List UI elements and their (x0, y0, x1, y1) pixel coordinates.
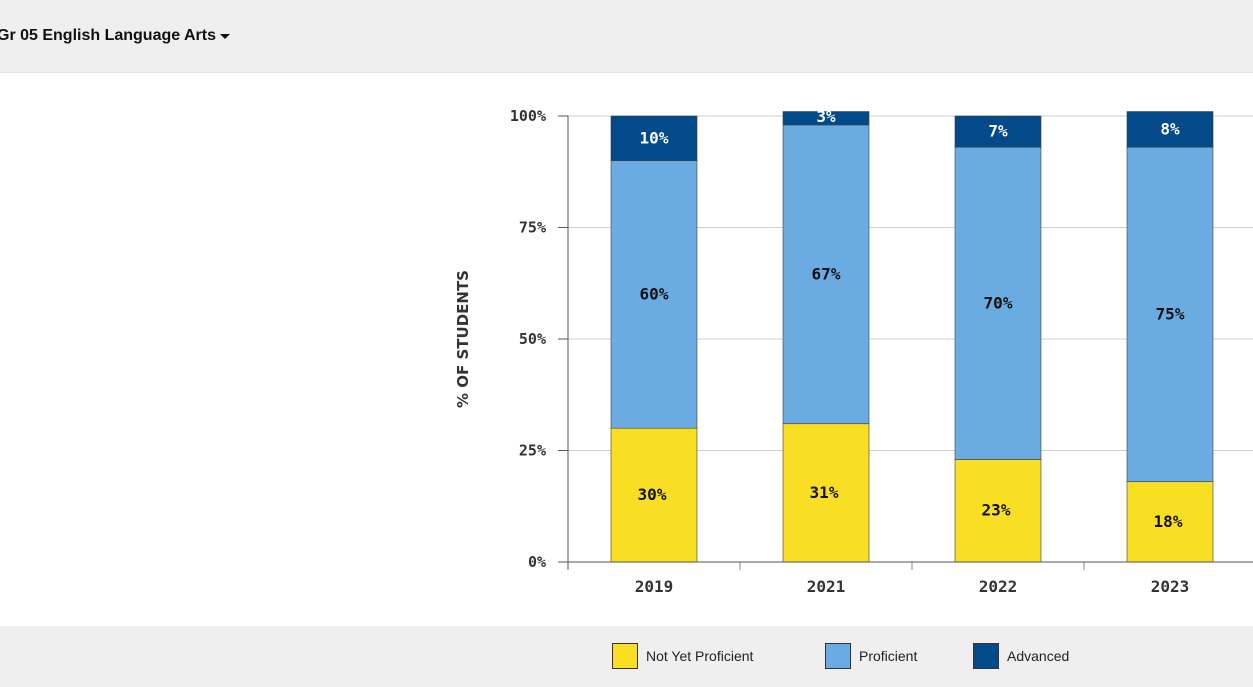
data-label-advanced: 8% (1160, 119, 1180, 138)
y-tick-label: 100% (510, 107, 546, 125)
legend-swatch-proficient (825, 643, 851, 669)
legend-label-proficient: Proficient (859, 648, 918, 664)
y-tick-label: 75% (519, 219, 546, 237)
data-label-not-yet-proficient: 31% (810, 483, 839, 502)
data-label-proficient: 60% (640, 284, 669, 303)
legend-swatch-advanced (973, 643, 999, 669)
legend-item-not-yet-proficient: Not Yet Proficient (612, 641, 753, 671)
data-label-not-yet-proficient: 30% (638, 485, 667, 504)
subject-dropdown-label: Gr 05 English Language Arts (0, 27, 217, 44)
y-tick-label: 0% (528, 553, 546, 571)
legend-item-advanced: Advanced (973, 641, 1069, 671)
data-label-proficient: 67% (812, 264, 841, 283)
legend-label-not-yet-proficient: Not Yet Proficient (646, 648, 754, 664)
data-label-not-yet-proficient: 18% (1154, 512, 1183, 531)
legend-swatch-not-yet-proficient (612, 643, 638, 669)
bar-not-yet-proficient (782, 423, 870, 563)
bar-proficient (954, 146, 1042, 460)
data-label-proficient: 70% (984, 293, 1013, 312)
legend-label-advanced: Advanced (1007, 648, 1070, 664)
x-tick-label: 2022 (979, 577, 1018, 596)
bar-proficient (610, 160, 698, 429)
header-bar: Gr 05 English Language Arts (0, 0, 1253, 73)
data-label-proficient: 75% (1156, 304, 1185, 323)
x-tick-label: 2021 (807, 577, 846, 596)
caret-down-icon (220, 33, 231, 39)
stacked-bar-chart: 0% 25% 50% 75% 100% % OF STUDENTS 30% 60% 10% 201… (454, 107, 1253, 596)
bar-advanced (954, 115, 1042, 148)
legend-item-proficient: Proficient (825, 641, 917, 671)
bar-advanced (782, 111, 870, 126)
x-tick-label: 2023 (1151, 577, 1190, 596)
bar-advanced (610, 115, 698, 161)
legend: Not Yet Proficient Proficient Advanced (0, 626, 1253, 687)
subject-dropdown[interactable]: Gr 05 English Language Arts (0, 25, 231, 47)
x-tick-label: 2019 (635, 577, 674, 596)
y-tick-label: 50% (519, 330, 546, 348)
bar-not-yet-proficient (610, 427, 698, 563)
data-label-advanced: 7% (988, 122, 1008, 141)
data-label-not-yet-proficient: 23% (982, 501, 1011, 520)
data-label-advanced: 10% (640, 128, 669, 147)
data-label-advanced: 3% (816, 107, 836, 126)
y-axis-title: % OF STUDENTS (454, 270, 472, 408)
y-tick-label: 25% (519, 442, 546, 460)
bar-proficient (1126, 146, 1214, 483)
bar-proficient (782, 124, 870, 425)
bar-advanced (1126, 111, 1214, 148)
bar-not-yet-proficient (954, 459, 1042, 563)
